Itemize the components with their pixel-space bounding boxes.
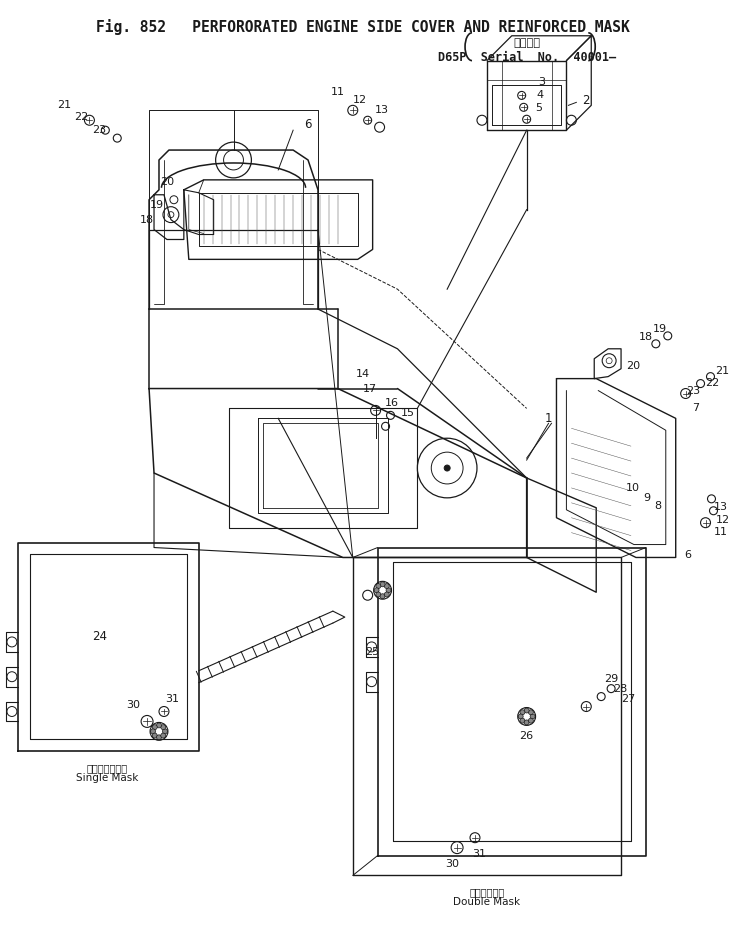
Text: 15: 15 [401,409,415,418]
Circle shape [153,733,157,738]
Text: 10: 10 [626,483,640,493]
Text: 11: 11 [331,87,345,98]
Circle shape [384,584,389,589]
Text: 1: 1 [545,411,553,425]
Text: 30: 30 [445,859,459,868]
Circle shape [520,710,525,715]
Text: 25: 25 [366,647,380,657]
Circle shape [161,724,166,730]
Text: 5: 5 [535,103,542,114]
Circle shape [156,735,161,739]
Circle shape [163,729,167,734]
Text: 22: 22 [705,377,720,388]
Circle shape [161,733,166,738]
Circle shape [153,724,157,730]
Text: 30: 30 [126,700,140,709]
Text: 31: 31 [165,694,179,703]
Text: Fig. 852   PERFORORATED ENGINE SIDE COVER AND REINFORCED MASK: Fig. 852 PERFORORATED ENGINE SIDE COVER … [96,19,629,35]
Text: 6: 6 [684,551,691,560]
Text: 7: 7 [692,404,699,413]
Circle shape [156,723,161,728]
Circle shape [529,710,534,715]
Circle shape [444,465,450,471]
Circle shape [384,592,389,597]
Text: 22: 22 [74,112,88,122]
Text: 3: 3 [538,78,545,87]
Text: 9: 9 [643,493,650,502]
Text: 16: 16 [385,398,399,409]
Text: 4: 4 [536,90,543,100]
Circle shape [524,708,529,713]
Text: 12: 12 [353,96,366,105]
Text: 19: 19 [653,324,667,334]
Circle shape [530,714,535,719]
Text: Single Mask: Single Mask [76,774,139,783]
Text: 20: 20 [160,177,174,187]
Text: 13: 13 [713,501,728,512]
Circle shape [386,588,391,592]
Circle shape [518,714,523,719]
Text: 19: 19 [150,200,164,210]
Text: 13: 13 [374,105,388,116]
Text: 28: 28 [613,684,627,694]
Text: 適用号機: 適用号機 [513,38,540,47]
Text: 23: 23 [686,386,701,395]
Circle shape [150,729,155,734]
Text: 20: 20 [626,360,640,371]
Text: 21: 21 [58,100,72,110]
Text: 23: 23 [92,125,107,136]
Circle shape [380,593,385,599]
Circle shape [376,584,381,589]
Text: 6: 6 [304,118,312,131]
Text: 18: 18 [639,332,653,342]
Text: 27: 27 [621,694,635,703]
Text: 11: 11 [713,527,728,537]
Text: 17: 17 [363,384,377,393]
Text: 31: 31 [472,848,486,859]
Circle shape [524,720,529,725]
Text: 26: 26 [520,731,534,741]
Circle shape [529,719,534,723]
Circle shape [374,588,379,592]
Text: ダブルマスク: ダブルマスク [469,887,504,898]
Circle shape [520,719,525,723]
Circle shape [380,582,385,587]
Text: 12: 12 [715,515,729,524]
Text: 29: 29 [604,674,618,684]
Text: 18: 18 [140,214,154,225]
Text: 14: 14 [356,369,370,378]
Text: シングルマスク: シングルマスク [87,763,128,774]
Text: 8: 8 [654,501,661,511]
Text: D65P  Serial  No.  40001–: D65P Serial No. 40001– [437,50,615,64]
Text: 2: 2 [583,94,590,107]
Circle shape [376,592,381,597]
Text: 24: 24 [92,630,107,644]
Text: 21: 21 [715,366,729,375]
Text: Double Mask: Double Mask [453,898,520,907]
